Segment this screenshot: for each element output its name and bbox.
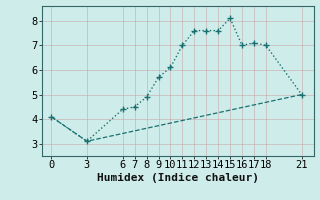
X-axis label: Humidex (Indice chaleur): Humidex (Indice chaleur) <box>97 173 259 183</box>
